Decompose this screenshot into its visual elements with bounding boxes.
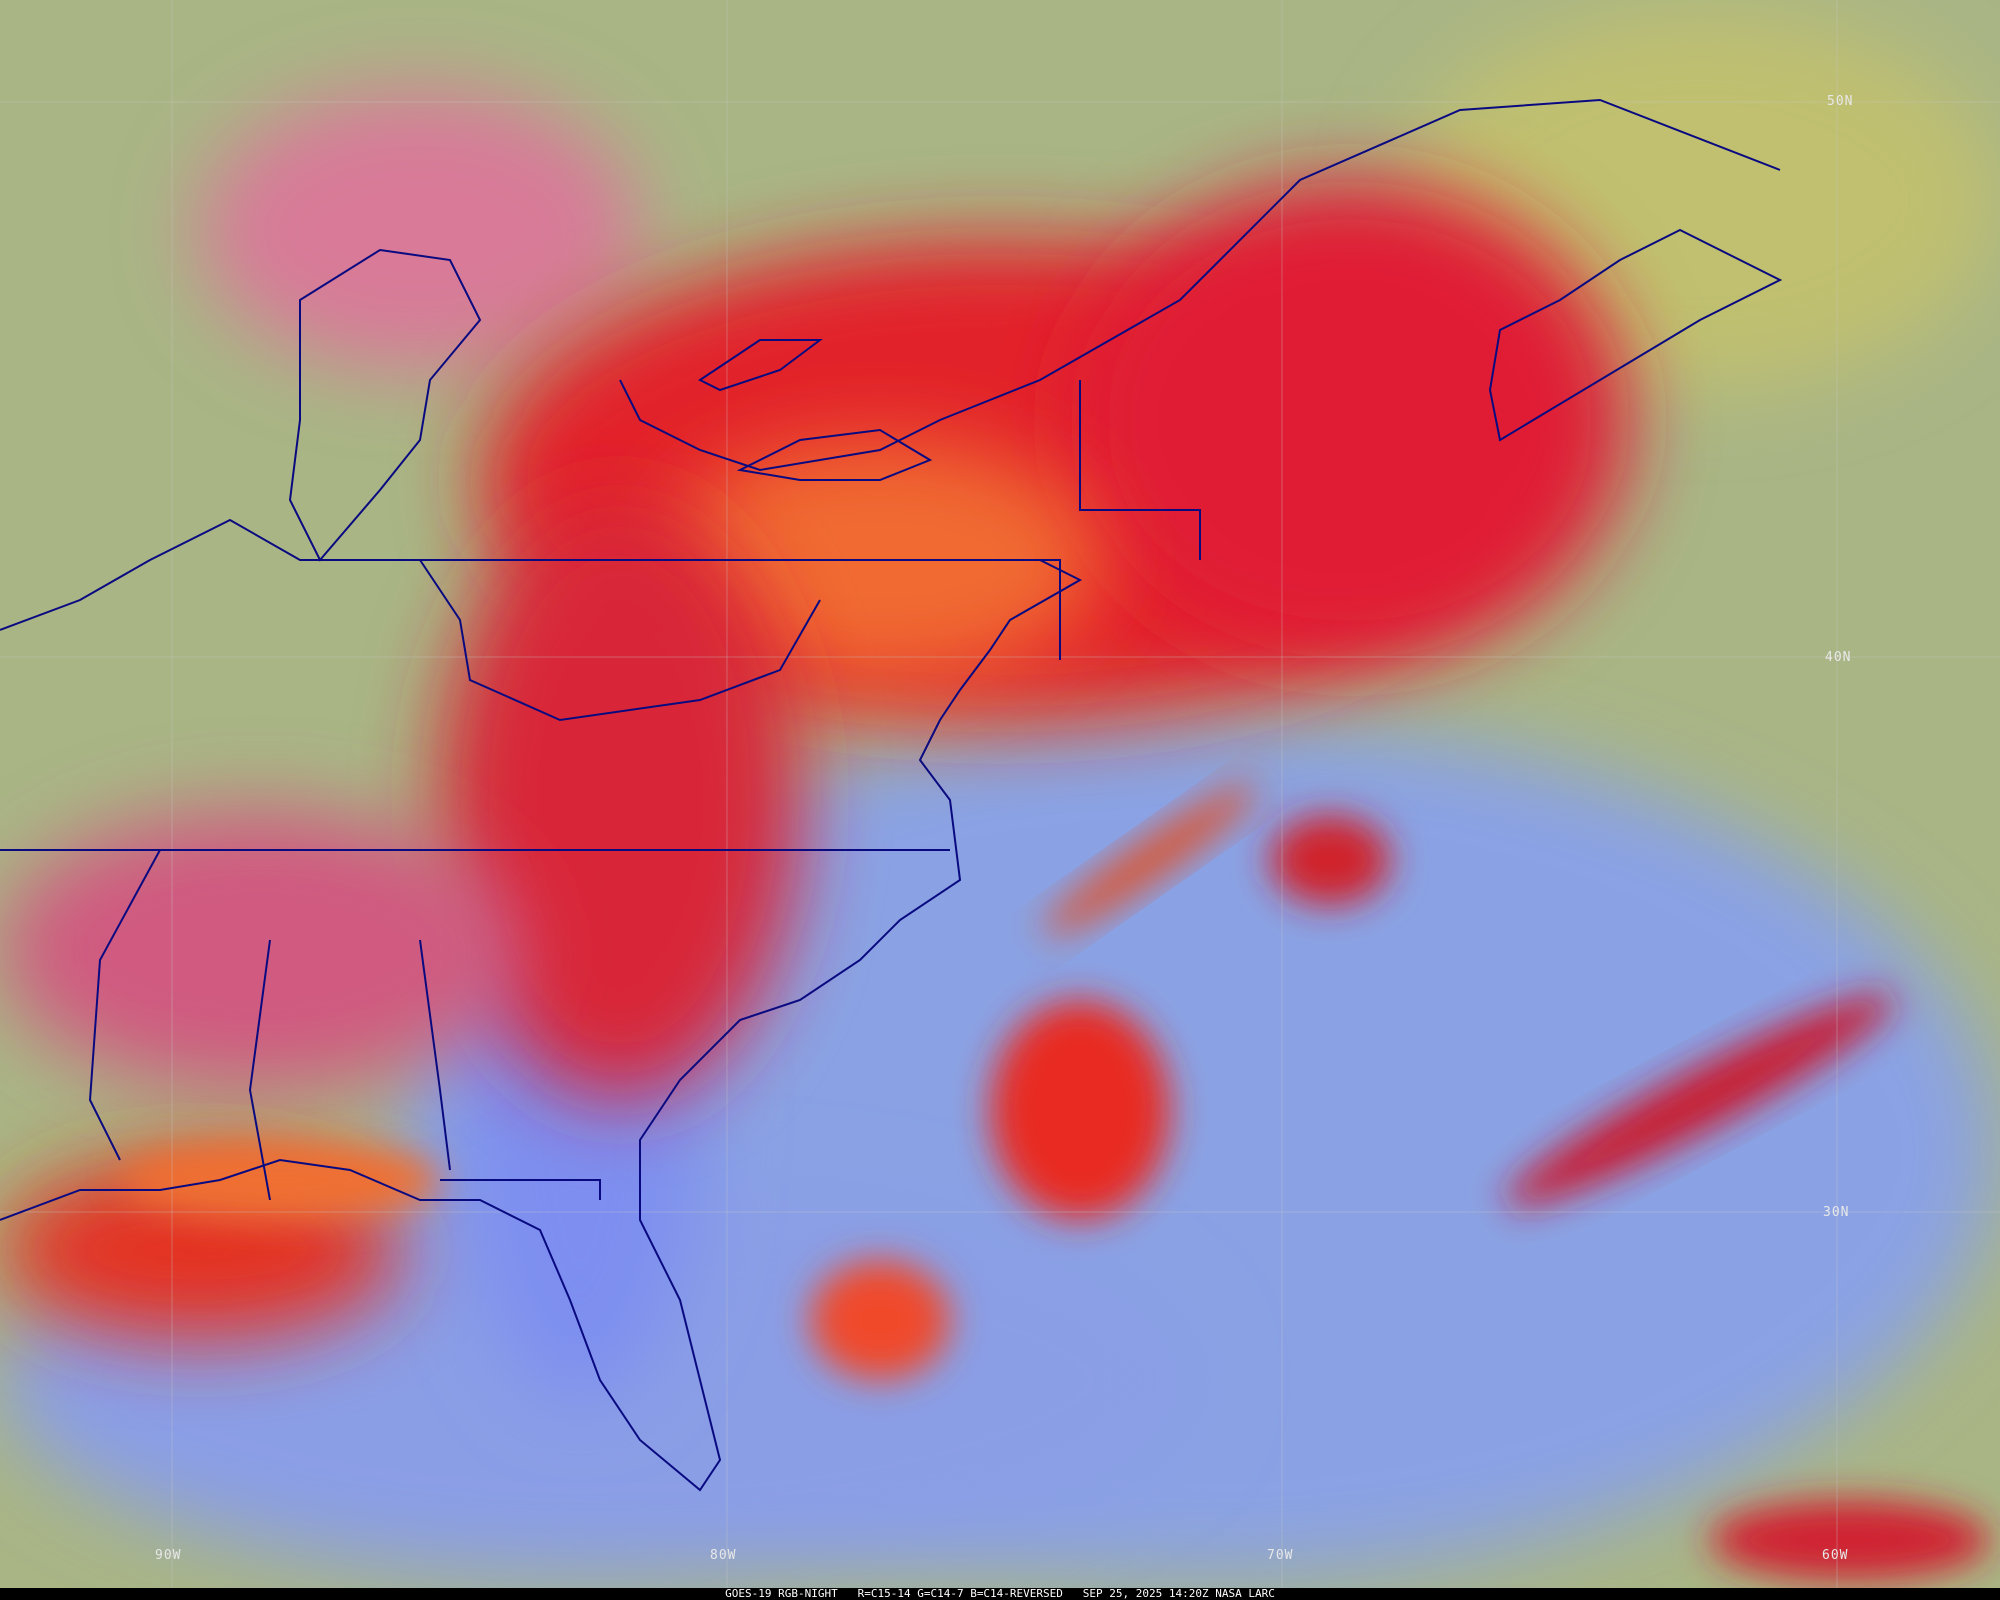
- latitude-label-30n: 30N: [1823, 1205, 1850, 1220]
- coastlines-and-borders: [0, 98, 1783, 1492]
- longitude-label-90w: 90W: [155, 1548, 182, 1563]
- longitude-label-70w: 70W: [1267, 1548, 1294, 1563]
- latitude-label-40n: 40N: [1825, 650, 1852, 665]
- longitude-label-60w: 60W: [1822, 1548, 1849, 1563]
- longitude-label-80w: 80W: [710, 1548, 737, 1563]
- latitude-label-50n: 50N: [1827, 94, 1854, 109]
- image-caption: GOES-19 RGB-NIGHT R=C15-14 G=C14-7 B=C14…: [0, 1588, 2000, 1600]
